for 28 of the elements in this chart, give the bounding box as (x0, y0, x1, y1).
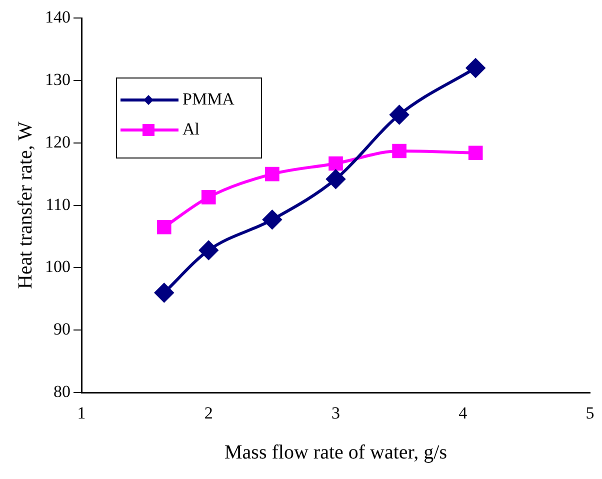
legend-label: Al (182, 119, 200, 138)
point (262, 210, 282, 230)
point (468, 146, 483, 160)
point (156, 220, 172, 234)
x-tick-label: 5 (586, 403, 594, 422)
y-tick-label: 100 (45, 257, 70, 276)
point (201, 190, 216, 204)
x-tick-label: 2 (204, 403, 213, 422)
legend-label: PMMA (182, 89, 236, 108)
x-axis-title: Mass flow rate of water, g/s (224, 441, 448, 464)
y-axis-title: Heat transfer rate, W (14, 122, 36, 289)
y-tick-label: 110 (46, 194, 70, 214)
y-tick-label: 90 (54, 320, 70, 339)
y-tick-label: 130 (45, 70, 70, 89)
point (154, 283, 174, 302)
point (326, 170, 346, 189)
point (390, 105, 409, 124)
x-tick-label: 1 (77, 403, 86, 422)
y-tick-label: 140 (45, 7, 70, 26)
y-tick-label: 80 (54, 382, 70, 402)
point (392, 144, 406, 158)
point (466, 58, 486, 78)
point (328, 156, 343, 171)
point (265, 166, 280, 182)
x-tick-label: 4 (458, 403, 468, 422)
y-tick-label: 120 (45, 132, 70, 152)
x-tick-label: 3 (332, 403, 340, 422)
point (199, 240, 218, 260)
